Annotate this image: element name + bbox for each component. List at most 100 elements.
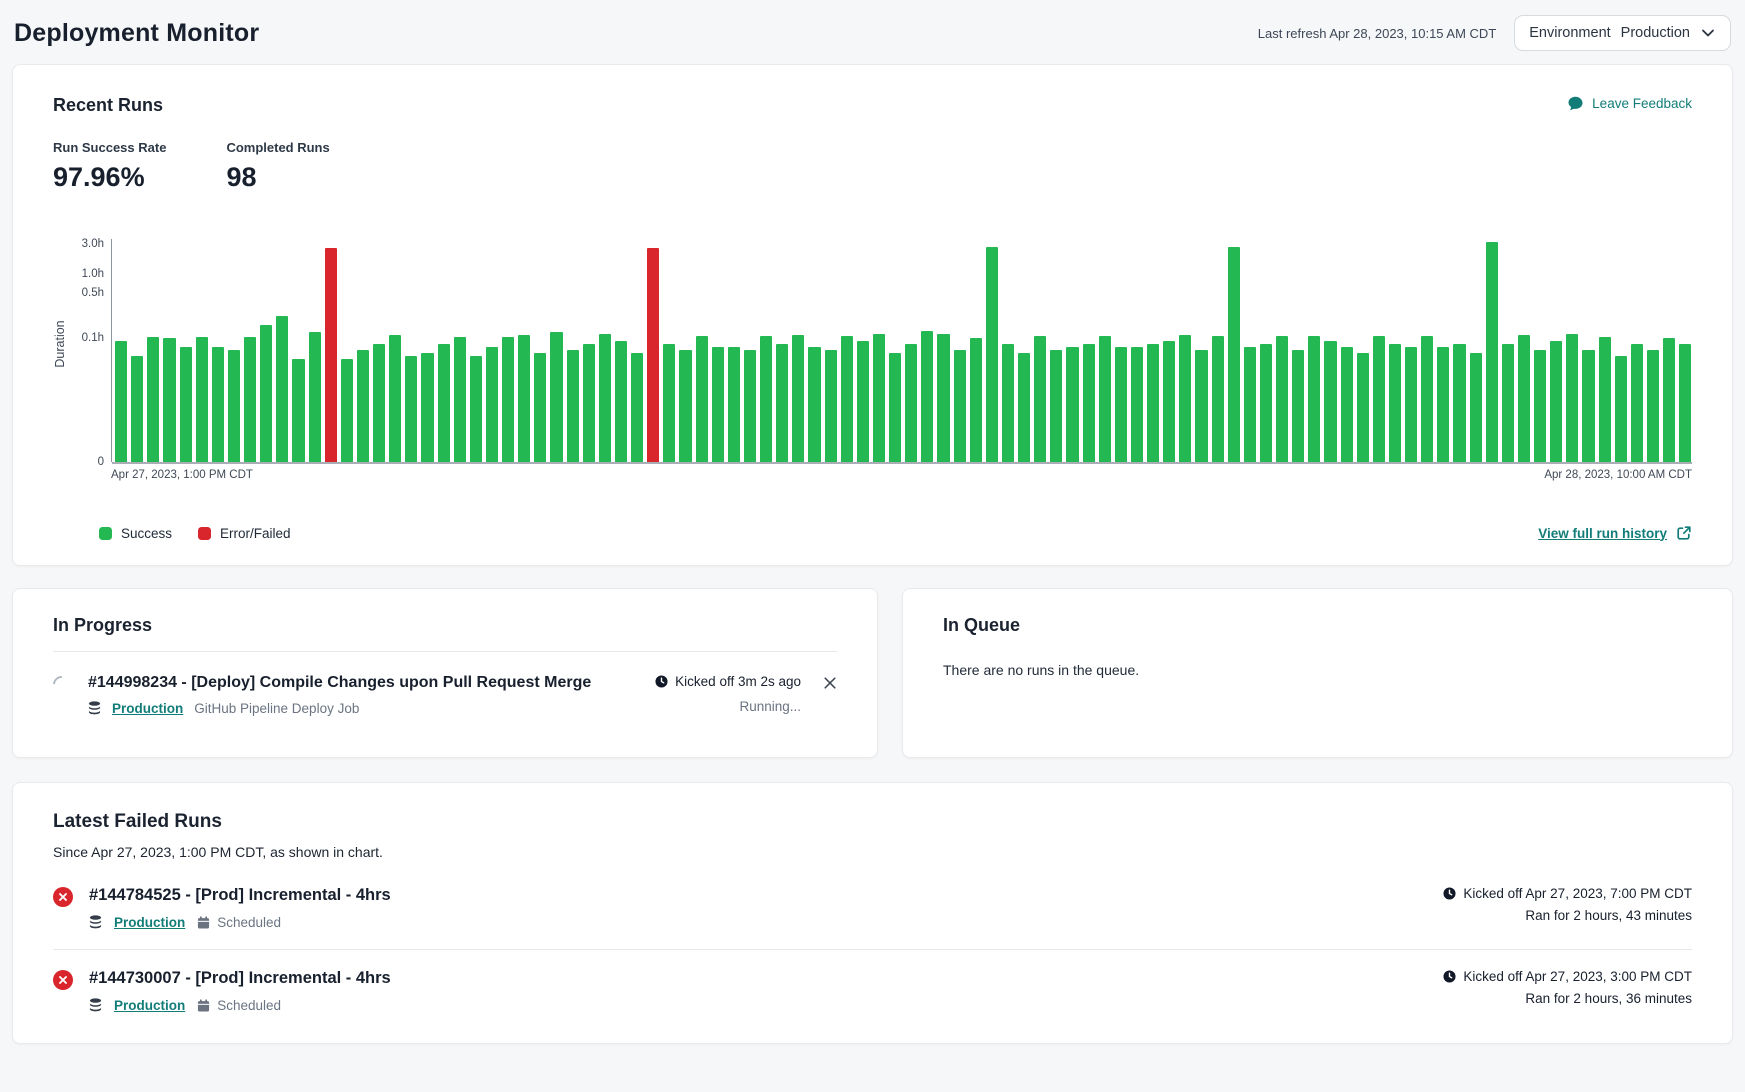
run-bar[interactable] [1082, 344, 1095, 462]
run-bar[interactable] [760, 336, 773, 462]
run-bar[interactable] [1018, 353, 1031, 462]
run-bar[interactable] [695, 336, 708, 462]
run-bar[interactable] [598, 334, 611, 462]
run-bar[interactable] [1001, 344, 1014, 462]
run-bar[interactable] [953, 350, 966, 462]
run-bar[interactable] [1292, 350, 1305, 462]
run-bar[interactable] [340, 359, 353, 462]
run-bar[interactable] [1114, 347, 1127, 462]
run-bar[interactable] [1485, 242, 1498, 462]
environment-link[interactable]: Production [114, 915, 186, 930]
run-bar[interactable] [1211, 336, 1224, 462]
run-bar[interactable] [1308, 336, 1321, 462]
run-bar[interactable] [1372, 336, 1385, 462]
run-bar[interactable] [1276, 336, 1289, 462]
run-bar[interactable] [389, 335, 402, 462]
run-bar[interactable] [179, 347, 192, 462]
run-bar[interactable] [1598, 337, 1611, 462]
run-bar[interactable] [195, 337, 208, 462]
environment-link[interactable]: Production [112, 701, 184, 716]
run-bar[interactable] [469, 356, 482, 462]
run-bar[interactable] [905, 344, 918, 462]
run-bar[interactable] [1324, 341, 1337, 462]
run-bar[interactable] [679, 350, 692, 462]
run-bar[interactable] [1163, 341, 1176, 462]
run-bar[interactable] [856, 341, 869, 462]
run-bar[interactable] [502, 337, 515, 462]
run-bar[interactable] [1582, 350, 1595, 462]
close-icon[interactable] [823, 676, 837, 690]
run-bar[interactable] [1050, 350, 1063, 462]
run-bar[interactable] [276, 316, 289, 462]
run-bar[interactable] [1453, 344, 1466, 462]
run-bar[interactable] [743, 350, 756, 462]
run-bar[interactable] [421, 353, 434, 462]
run-bar[interactable] [1534, 350, 1547, 462]
run-bar[interactable] [163, 338, 176, 462]
run-bar[interactable] [1517, 335, 1530, 462]
run-bar[interactable] [1243, 347, 1256, 462]
run-bar[interactable] [889, 353, 902, 462]
run-bar[interactable] [1679, 344, 1692, 462]
run-bar[interactable] [985, 247, 998, 462]
run-bar[interactable] [582, 344, 595, 462]
run-bar[interactable] [550, 332, 563, 462]
run-bar[interactable] [1614, 356, 1627, 462]
run-bar[interactable] [1147, 344, 1160, 462]
run-bar[interactable] [776, 344, 789, 462]
run-bar[interactable] [872, 334, 885, 462]
run-bar[interactable] [1405, 347, 1418, 462]
run-bar[interactable] [969, 338, 982, 462]
run-bar[interactable] [485, 347, 498, 462]
run-bar[interactable] [1259, 344, 1272, 462]
run-bar[interactable] [147, 337, 160, 462]
run-bar[interactable] [1066, 347, 1079, 462]
run-bar[interactable] [1179, 335, 1192, 462]
run-bar[interactable] [1130, 347, 1143, 462]
run-bar[interactable] [324, 248, 337, 462]
run-bar[interactable] [1388, 344, 1401, 462]
run-duration-bars[interactable] [112, 239, 1692, 462]
run-bar[interactable] [405, 356, 418, 462]
run-bar[interactable] [663, 344, 676, 462]
view-full-run-history-link[interactable]: View full run history [1538, 525, 1692, 541]
run-bar[interactable] [614, 341, 627, 462]
run-bar[interactable] [1227, 247, 1240, 462]
run-bar[interactable] [1421, 336, 1434, 462]
run-bar[interactable] [1469, 353, 1482, 462]
run-bar[interactable] [534, 353, 547, 462]
run-bar[interactable] [1098, 336, 1111, 462]
run-bar[interactable] [260, 325, 273, 462]
run-bar[interactable] [373, 344, 386, 462]
run-bar[interactable] [1566, 334, 1579, 462]
run-bar[interactable] [227, 350, 240, 462]
run-bar[interactable] [1195, 350, 1208, 462]
run-bar[interactable] [1646, 350, 1659, 462]
run-bar[interactable] [292, 359, 305, 462]
run-bar[interactable] [308, 332, 321, 462]
run-bar[interactable] [840, 336, 853, 462]
run-bar[interactable] [356, 350, 369, 462]
run-bar[interactable] [792, 335, 805, 462]
run-bar[interactable] [808, 347, 821, 462]
run-bar[interactable] [115, 341, 128, 462]
run-bar[interactable] [1340, 347, 1353, 462]
run-bar[interactable] [647, 248, 660, 462]
run-bar[interactable] [1356, 353, 1369, 462]
leave-feedback-link[interactable]: Leave Feedback [1567, 95, 1692, 112]
run-bar[interactable] [1630, 344, 1643, 462]
run-bar[interactable] [824, 350, 837, 462]
run-bar[interactable] [1663, 338, 1676, 462]
run-bar[interactable] [727, 347, 740, 462]
run-bar[interactable] [937, 334, 950, 462]
run-bar[interactable] [631, 353, 644, 462]
run-bar[interactable] [1034, 336, 1047, 462]
run-bar[interactable] [244, 337, 257, 462]
environment-link[interactable]: Production [114, 998, 186, 1013]
run-bar[interactable] [1501, 344, 1514, 462]
run-bar[interactable] [131, 356, 144, 462]
run-bar[interactable] [518, 335, 531, 462]
run-bar[interactable] [921, 331, 934, 462]
run-bar[interactable] [711, 347, 724, 462]
run-bar[interactable] [437, 344, 450, 462]
